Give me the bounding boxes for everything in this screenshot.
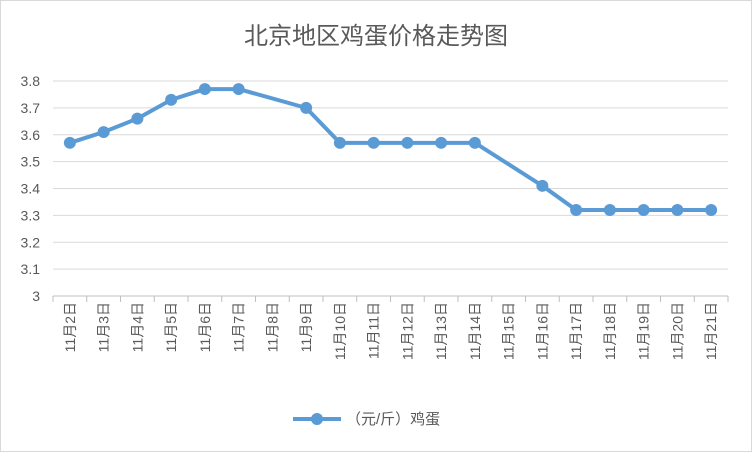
legend-marker bbox=[311, 413, 323, 425]
x-tick-label: 11月19日 bbox=[636, 302, 652, 360]
y-tick-label: 3.1 bbox=[21, 261, 41, 277]
y-tick-label: 3.2 bbox=[21, 234, 41, 250]
y-tick-label: 3.4 bbox=[21, 181, 41, 197]
data-point[interactable] bbox=[165, 93, 178, 106]
x-tick-label: 11月17日 bbox=[568, 302, 584, 360]
series-group bbox=[63, 83, 718, 216]
x-tick-label: 11月9日 bbox=[298, 302, 314, 352]
legend[interactable]: （元/斤）鸡蛋 bbox=[293, 411, 440, 428]
data-point[interactable] bbox=[367, 136, 380, 149]
data-point[interactable] bbox=[603, 204, 616, 216]
chart-title: 北京地区鸡蛋价格走势图 bbox=[244, 23, 508, 50]
grid-lines bbox=[53, 80, 728, 270]
x-tick-label: 11月18日 bbox=[602, 302, 618, 360]
y-tick-label: 3.7 bbox=[21, 100, 41, 116]
x-tick-label: 11月3日 bbox=[96, 302, 112, 352]
data-point[interactable] bbox=[131, 112, 144, 125]
data-point[interactable] bbox=[333, 136, 346, 149]
legend-label: （元/斤）鸡蛋 bbox=[346, 411, 440, 428]
series-line bbox=[69, 87, 712, 212]
y-axis-ticks: 3 3.1 3.2 3.3 3.4 3.5 3.6 3.7 3.8 bbox=[21, 73, 41, 304]
data-point[interactable] bbox=[637, 204, 650, 216]
x-tick-label: 11月11日 bbox=[366, 302, 382, 359]
data-point[interactable] bbox=[671, 204, 684, 216]
x-tick-label: 11月14日 bbox=[467, 302, 483, 360]
data-point[interactable] bbox=[198, 83, 211, 96]
x-tick-label: 11月16日 bbox=[534, 302, 550, 360]
y-tick-label: 3.6 bbox=[21, 127, 41, 143]
x-tick-label: 11月5日 bbox=[163, 302, 179, 352]
y-tick-label: 3 bbox=[32, 288, 40, 304]
x-tick-label: 11月8日 bbox=[264, 302, 280, 352]
x-tick-label: 11月2日 bbox=[62, 302, 78, 352]
data-point[interactable] bbox=[401, 136, 414, 149]
data-point[interactable] bbox=[63, 136, 76, 149]
x-tick-label: 11月21日 bbox=[703, 302, 719, 360]
x-tick-label: 11月7日 bbox=[231, 302, 247, 352]
data-point[interactable] bbox=[300, 101, 313, 114]
x-tick-label: 11月20日 bbox=[669, 302, 685, 360]
x-tick-label: 11月4日 bbox=[129, 302, 145, 352]
y-tick-label: 3.5 bbox=[21, 154, 41, 170]
data-point[interactable] bbox=[232, 83, 245, 96]
x-tick-label: 11月13日 bbox=[433, 302, 449, 360]
data-point[interactable] bbox=[97, 126, 110, 139]
x-axis-ticks: 11月2日 11月3日 11月4日 11月5日 11月6日 11月7日 11月8日 11月9日… bbox=[62, 302, 719, 360]
data-point[interactable] bbox=[536, 179, 549, 192]
y-tick-label: 3.3 bbox=[21, 207, 41, 223]
x-tick-label: 11月6日 bbox=[197, 302, 213, 352]
data-point[interactable] bbox=[570, 204, 583, 216]
x-tick-label: 11月10日 bbox=[332, 302, 348, 360]
x-tick-label: 11月12日 bbox=[399, 302, 415, 360]
x-axis bbox=[52, 295, 729, 302]
data-point[interactable] bbox=[435, 136, 448, 149]
y-tick-label: 3.8 bbox=[21, 73, 41, 89]
data-point[interactable] bbox=[468, 136, 481, 149]
data-point[interactable] bbox=[705, 204, 718, 216]
x-tick-label: 11月15日 bbox=[501, 302, 517, 360]
